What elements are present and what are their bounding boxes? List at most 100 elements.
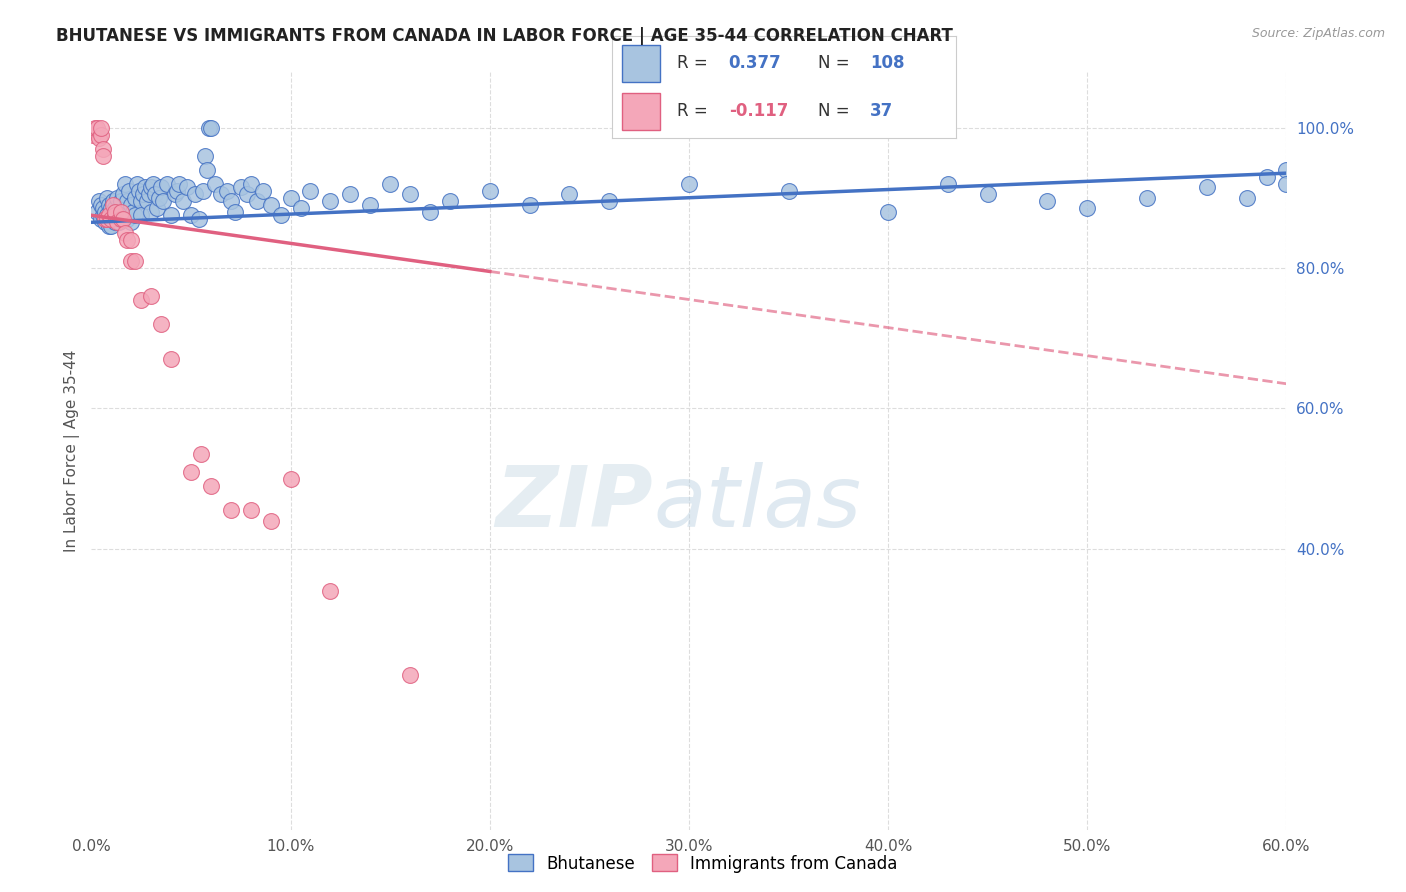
Point (1076, 201, 1098, 215)
Point (90, 198, 112, 212)
Point (188, 211, 211, 226)
Point (399, 668, 422, 682)
Point (150, 317, 173, 331)
Point (229, 180, 252, 194)
Text: BHUTANESE VS IMMIGRANTS FROM CANADA IN LABOR FORCE | AGE 35-44 CORRELATION CHART: BHUTANESE VS IMMIGRANTS FROM CANADA IN L… (56, 27, 953, 45)
Point (129, 293, 152, 307)
Point (114, 226, 136, 240)
Point (877, 204, 900, 219)
Point (224, 204, 246, 219)
Point (124, 208, 146, 222)
Point (114, 177, 136, 191)
Point (198, 120, 221, 135)
Point (191, 184, 214, 198)
Point (103, 198, 125, 212)
Point (89, 131, 111, 145)
Point (98, 208, 121, 222)
Point (124, 191, 146, 205)
Point (115, 211, 138, 226)
Point (103, 211, 125, 226)
Point (105, 215, 128, 229)
Point (678, 177, 700, 191)
Point (112, 187, 135, 202)
Point (359, 198, 381, 212)
Point (399, 187, 422, 202)
Point (156, 177, 179, 191)
Point (100, 208, 122, 222)
FancyBboxPatch shape (621, 45, 659, 82)
Point (127, 177, 149, 191)
Point (259, 198, 281, 212)
Point (104, 208, 127, 222)
Point (93, 208, 115, 222)
Point (148, 191, 170, 205)
Point (96, 191, 118, 205)
Point (339, 187, 361, 202)
Point (163, 187, 186, 202)
Point (598, 194, 620, 209)
Point (200, 478, 222, 492)
Point (280, 471, 302, 485)
Point (112, 211, 135, 226)
Point (478, 184, 501, 198)
Point (299, 184, 322, 198)
Point (96, 211, 118, 226)
Point (152, 194, 174, 209)
Text: atlas: atlas (652, 462, 860, 545)
Point (176, 180, 198, 194)
Text: -0.117: -0.117 (728, 102, 789, 120)
Text: 37: 37 (870, 102, 893, 120)
Point (172, 194, 194, 209)
Point (105, 208, 128, 222)
Point (82, 128, 104, 142)
Point (122, 204, 145, 219)
Point (195, 162, 218, 177)
Point (94, 215, 117, 229)
Point (120, 254, 142, 268)
Point (100, 211, 122, 226)
Point (142, 177, 165, 191)
Point (1275, 162, 1298, 177)
Point (215, 184, 238, 198)
Point (136, 194, 159, 209)
Point (132, 187, 155, 202)
Point (936, 177, 959, 191)
Point (115, 233, 138, 247)
Point (128, 184, 150, 198)
Y-axis label: In Labor Force | Age 35-44: In Labor Force | Age 35-44 (65, 350, 80, 551)
Point (1236, 191, 1258, 205)
Point (120, 198, 142, 212)
Point (108, 204, 131, 219)
Text: N =: N = (818, 102, 855, 120)
Point (93, 201, 115, 215)
Point (98, 219, 121, 233)
Point (110, 194, 132, 209)
Point (280, 191, 302, 205)
Point (252, 184, 274, 198)
Point (219, 503, 242, 517)
Point (1195, 180, 1218, 194)
Point (180, 465, 202, 479)
Point (143, 187, 166, 202)
Point (86, 204, 108, 219)
Point (200, 120, 222, 135)
Point (150, 180, 173, 194)
Point (219, 194, 242, 209)
Point (378, 177, 402, 191)
Point (110, 211, 132, 226)
Point (120, 215, 142, 229)
Text: 0.377: 0.377 (728, 54, 782, 72)
Point (108, 215, 131, 229)
Point (184, 187, 207, 202)
Point (166, 184, 188, 198)
Point (190, 447, 212, 461)
Point (239, 177, 262, 191)
Point (1136, 191, 1159, 205)
Point (976, 187, 998, 202)
Point (89, 194, 111, 209)
Point (319, 194, 342, 209)
Point (1275, 177, 1298, 191)
Point (110, 211, 132, 226)
Text: R =: R = (678, 102, 713, 120)
Point (94, 211, 117, 226)
